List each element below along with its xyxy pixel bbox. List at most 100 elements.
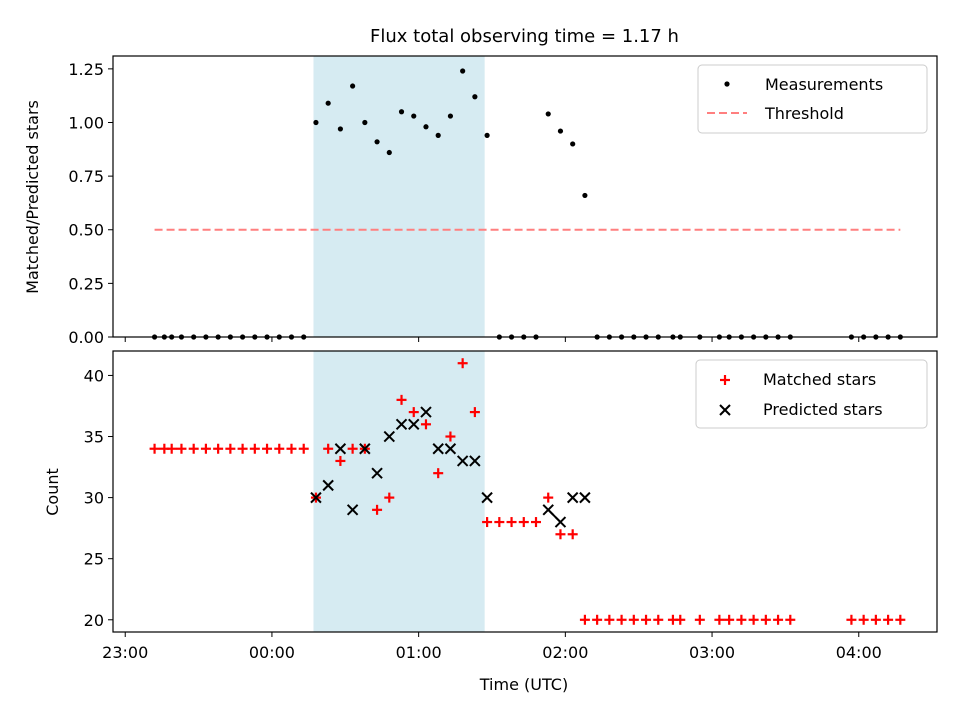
matched-point [213, 443, 224, 454]
predicted-point [346, 504, 359, 516]
top-legend-box [697, 64, 928, 134]
matched-point [773, 614, 784, 625]
matched-point [641, 614, 652, 625]
matched-point [760, 614, 771, 625]
measurement-point [350, 83, 356, 89]
matched-point [249, 443, 260, 454]
predicted-point [310, 491, 322, 504]
matched-point [724, 614, 735, 625]
predicted-point [432, 443, 444, 455]
bottom-shaded-span [313, 351, 485, 632]
bottom-legend: Matched stars Predicted stars [695, 359, 928, 429]
measurement-point [386, 149, 392, 156]
matched-point [785, 614, 796, 625]
matched-point [616, 614, 627, 625]
y-tick-label: 1.00 [68, 113, 104, 132]
matched-point [567, 529, 578, 540]
top-panel: 0.00 0.25 0.50 0.75 1.00 1.25 Matched/Predict… [23, 55, 938, 347]
matched-point [592, 614, 603, 625]
predicted-point [444, 443, 457, 455]
matched-point [286, 443, 297, 454]
matched-point [531, 517, 542, 528]
matched-point [543, 492, 554, 503]
top-legend: Measurements Threshold [697, 64, 928, 134]
y-tick-label: 25 [84, 550, 104, 569]
top-y-axis: 0.00 0.25 0.50 0.75 1.00 1.25 [68, 60, 113, 347]
matched-point [482, 517, 493, 528]
top-shaded-span [313, 56, 485, 337]
matched-point [323, 443, 334, 454]
matched-point [579, 614, 590, 625]
legend-measurements-marker [724, 81, 730, 87]
matched-point [335, 455, 346, 466]
measurement-point [398, 109, 405, 115]
top-frame [112, 55, 938, 338]
matched-point [396, 394, 407, 405]
bottom-y-label: Count [43, 468, 62, 516]
legend-threshold-label: Threshold [764, 104, 844, 123]
matched-point [870, 614, 881, 625]
matched-point [149, 443, 160, 454]
matched-point [604, 614, 615, 625]
matched-point [298, 443, 309, 454]
top-x-ticks [124, 337, 860, 342]
legend-predicted-label: Predicted stars [763, 400, 883, 419]
matched-point [420, 419, 431, 430]
predicted-point [383, 430, 396, 443]
predicted-legend-x [719, 404, 731, 416]
legend-measurements-label: Measurements [765, 75, 883, 94]
x-tick-label: 01:00 [396, 643, 442, 662]
top-y-label: Matched/Predicted stars [23, 100, 42, 294]
matched-point [694, 614, 705, 625]
matched-point [555, 529, 566, 540]
chart-title: Flux total observing time = 1.17 h [370, 26, 679, 47]
predicted-point [469, 455, 481, 467]
y-tick-label: 0.00 [68, 328, 104, 347]
y-tick-label: 20 [84, 611, 104, 630]
matched-points [149, 358, 906, 625]
predicted-point [359, 443, 371, 455]
matched-point [225, 443, 236, 454]
matched-point [675, 614, 686, 625]
legend-predicted-marker [719, 404, 731, 416]
predicted-point [408, 418, 420, 431]
y-tick-label: 1.25 [68, 60, 104, 79]
matched-legend-plus [720, 375, 730, 385]
matched-point [372, 504, 383, 515]
predicted-point [542, 504, 554, 516]
measurement-point [362, 119, 368, 126]
x-tick-label: 02:00 [542, 643, 588, 662]
matched-point [274, 443, 285, 454]
predicted-point [322, 479, 334, 492]
measurement-point [460, 68, 466, 74]
matched-point [736, 614, 747, 625]
y-tick-label: 0.75 [68, 167, 104, 186]
matched-point [176, 443, 187, 454]
predicted-point [334, 443, 347, 455]
x-axis-label: Time (UTC) [479, 675, 568, 694]
legend-matched-label: Matched stars [763, 370, 876, 389]
measurement-point [484, 132, 490, 138]
predicted-point [371, 467, 383, 479]
measurement-point [313, 119, 319, 126]
predicted-points [310, 406, 591, 528]
measurement-point [545, 111, 551, 117]
measurement-point [472, 94, 478, 100]
matched-point [237, 443, 248, 454]
matched-point [748, 614, 759, 625]
bottom-panel: 20 25 30 35 40 23:00 00:00 01:00 02:00 03:00 04:0… [43, 350, 938, 694]
matched-point [469, 407, 480, 418]
measurement-point [435, 132, 441, 138]
measurement-point [423, 124, 429, 130]
predicted-point [395, 418, 408, 431]
matched-point [895, 614, 906, 625]
matched-point [506, 517, 517, 528]
matched-point [653, 614, 664, 625]
x-tick-label: 23:00 [102, 643, 148, 662]
matched-point [846, 614, 857, 625]
y-tick-label: 30 [84, 489, 104, 508]
bottom-x-axis: 23:00 00:00 01:00 02:00 03:00 04:00 [102, 632, 882, 662]
x-tick-label: 03:00 [689, 643, 735, 662]
y-tick-label: 0.25 [68, 274, 104, 293]
